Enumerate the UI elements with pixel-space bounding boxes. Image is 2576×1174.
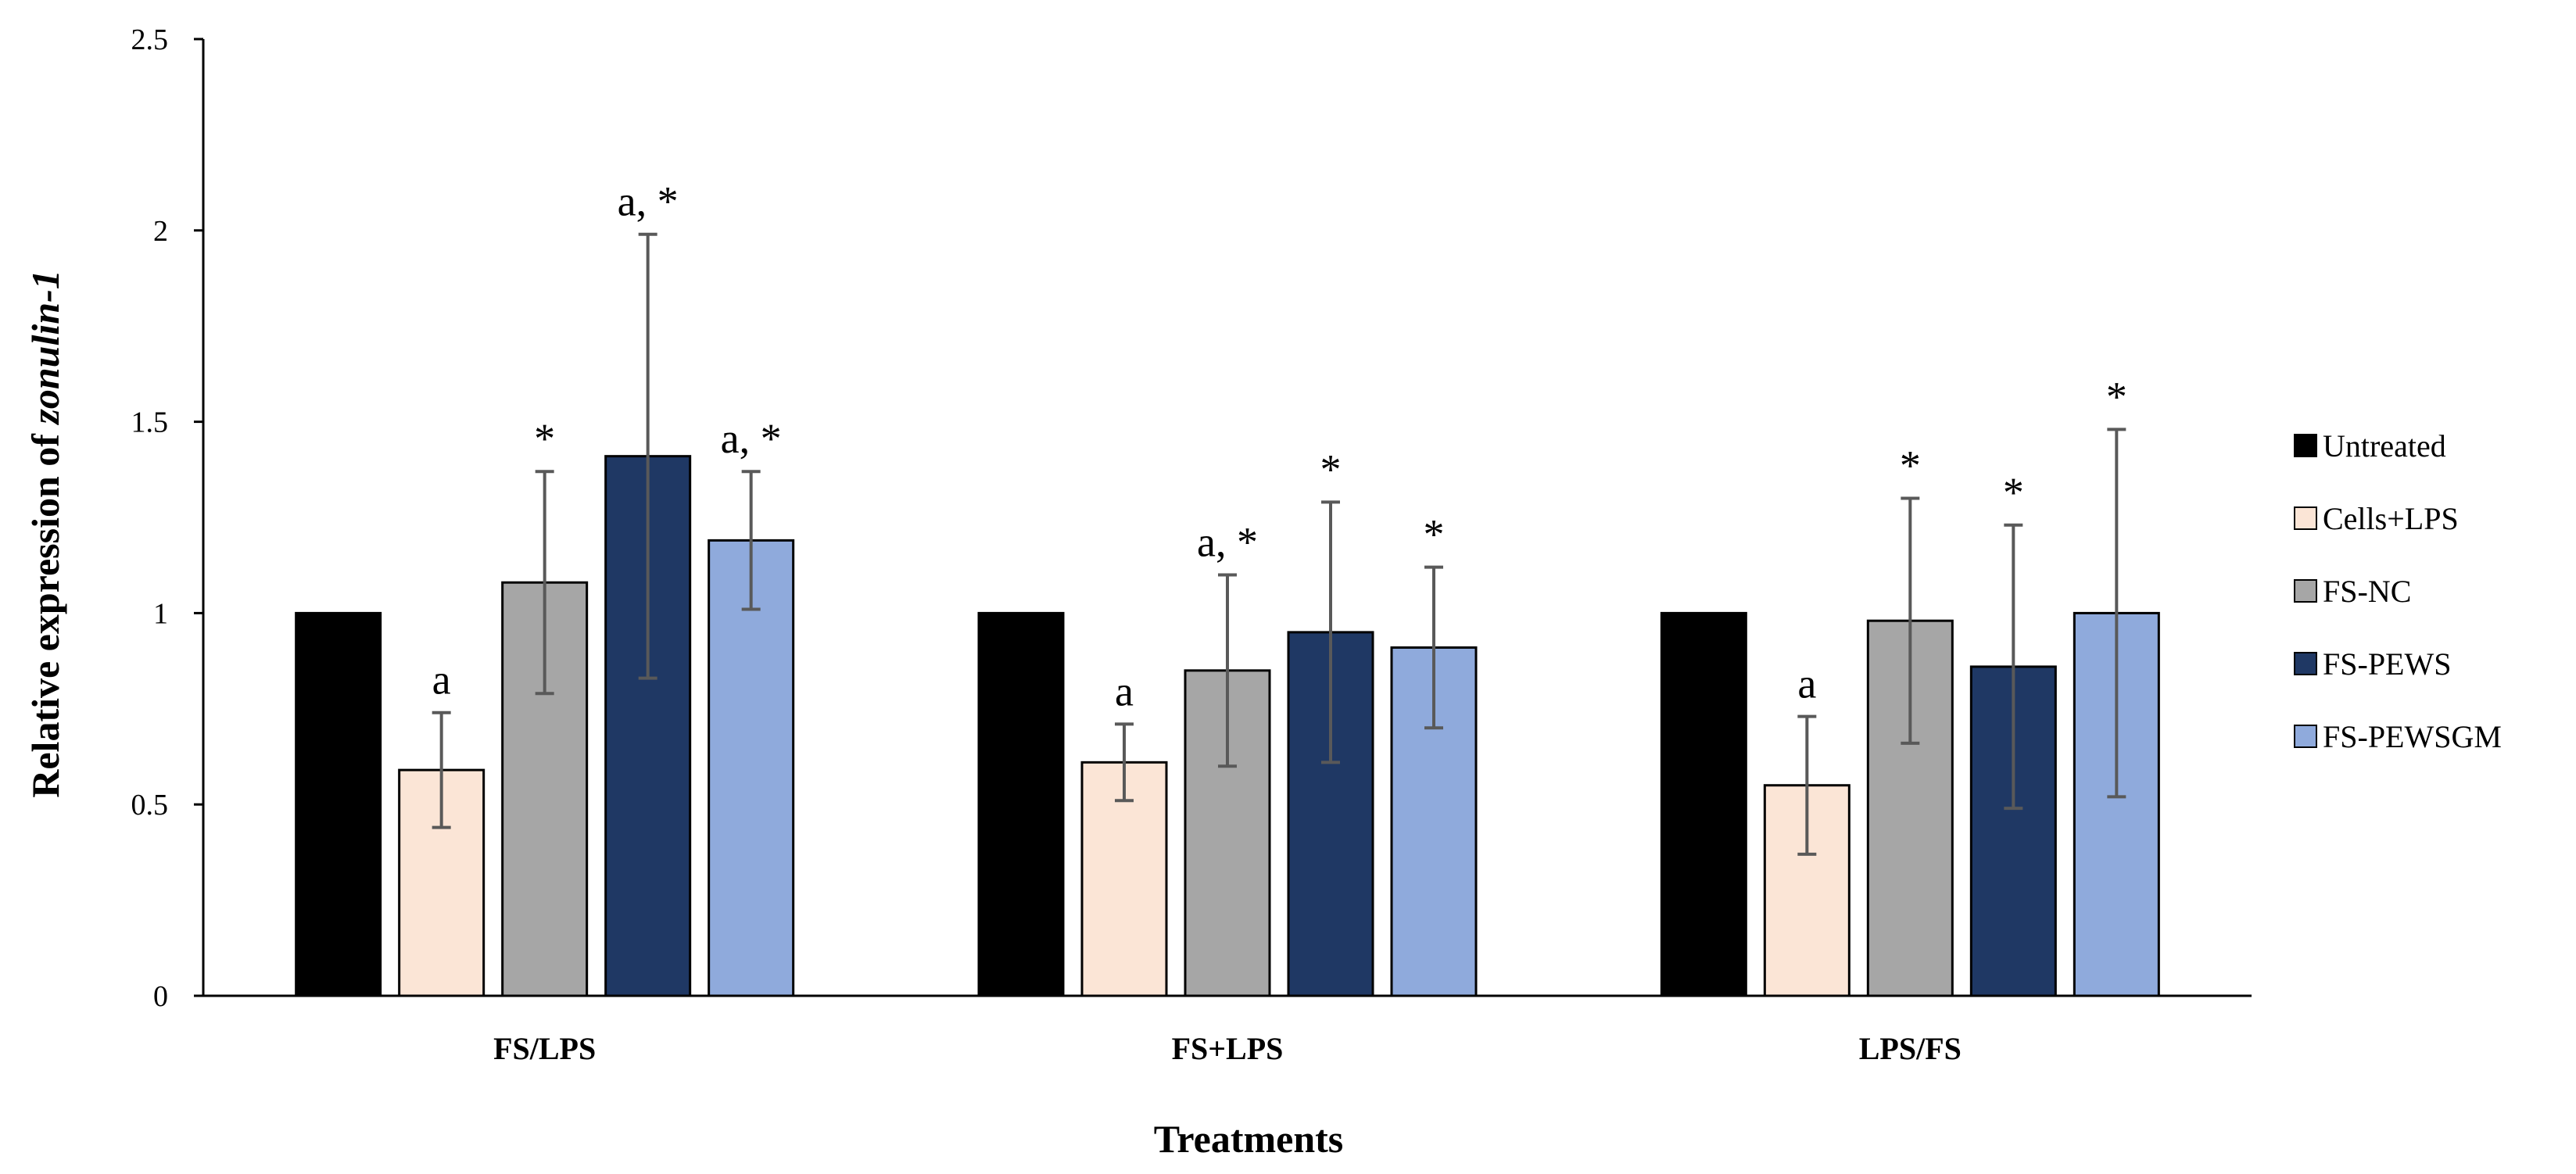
legend-label: Untreated [2323,428,2446,464]
y-axis-title-gene: zonulin-1 [23,270,67,425]
legend-swatch [2294,725,2317,748]
significance-label: a [432,657,451,703]
bar-fs-pewsgm-fs-lps [708,539,795,997]
significance-label: a [1115,668,1134,714]
y-axis-title: Relative expression of zonulin-1 [23,270,67,798]
legend-label: FS-NC [2323,574,2411,609]
x-tick-label: FS+LPS [1172,1031,1284,1066]
legend-swatch [2294,579,2317,603]
significance-label: * [1320,446,1342,492]
legend-label: FS-PEWSGM [2323,719,2502,754]
bar-untreated-lps-fs [1660,611,1747,997]
x-tick-label: FS/LPS [493,1031,596,1066]
legend-swatch [2294,434,2317,457]
legend: Untreated Cells+LPS FS-NC FS-PEWS FS-PEWSGM [2294,428,2502,754]
legend-swatch [2294,652,2317,675]
significance-label: * [1424,511,1445,558]
significance-label: * [2106,373,2127,420]
bars-layer [295,232,2160,997]
significance-label: a [1797,660,1816,707]
legend-label: FS-PEWS [2323,646,2452,682]
significance-label: a, * [721,415,782,462]
legend-label: Cells+LPS [2323,501,2459,536]
y-tick-label: 0.5 [131,789,169,821]
annotations-layer: a * a, * a, * a a, * * * a * * * [432,178,2127,715]
legend-swatch [2294,506,2317,530]
y-tick-label: 0 [153,980,168,1013]
significance-label: * [2003,469,2024,516]
y-tick-label: 2.5 [131,23,169,56]
y-tick-label: 1 [153,597,168,630]
significance-label: a, * [1197,518,1258,565]
bar-untreated-fs-lps [977,611,1065,997]
significance-label: * [1900,442,1921,489]
significance-label: a, * [618,178,679,225]
y-tick-label: 2 [153,215,168,248]
y-axis-title-prefix: Relative expression of [23,424,67,798]
y-tick-label: 1.5 [131,406,169,439]
significance-label: * [534,415,555,462]
x-tick-label: LPS/FS [1859,1031,1962,1066]
x-axis-title: Treatments [1154,1117,1344,1161]
bar-untreated-fs-lps [295,611,382,997]
